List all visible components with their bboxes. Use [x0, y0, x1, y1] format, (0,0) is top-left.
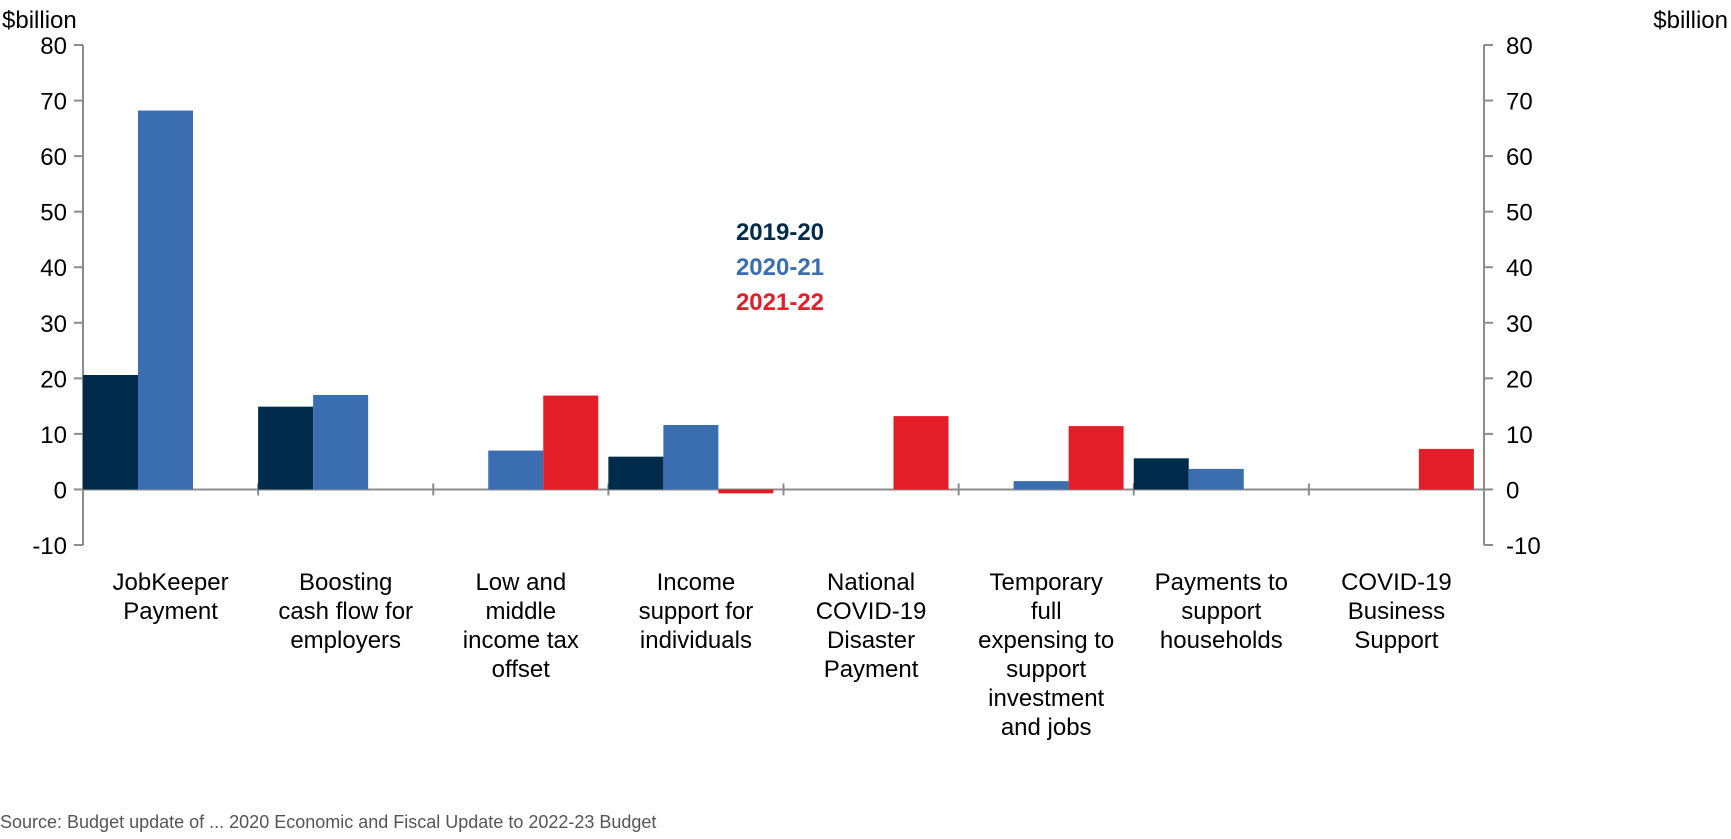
y-tick-label-right: 0 [1506, 477, 1519, 504]
bar [258, 406, 314, 490]
bar [83, 375, 138, 490]
x-tick-label: Temporary full expensing to support investme… [978, 569, 1114, 741]
source-note: Source: Budget update of ... 2020 Econom… [0, 812, 657, 832]
y-tick-label-right: 40 [1506, 255, 1533, 282]
x-axis-labels: JobKeeper Payment Boosting cash flow for emp… [113, 569, 1452, 741]
y-tick-label-right: -10 [1506, 533, 1541, 560]
bar [543, 395, 599, 490]
bars [83, 110, 1474, 494]
bar [1188, 468, 1244, 490]
bar [1418, 448, 1474, 490]
y-tick-label-left: 0 [54, 477, 67, 504]
y-tick-label-left: 30 [40, 311, 67, 338]
bar [663, 425, 719, 490]
y-tick-label-left: 10 [40, 422, 67, 449]
axes: -10 -10 0 0 10 10 20 20 30 30 40 40 50 50 60 60 70 70 80 80 [32, 33, 1540, 560]
y-tick-label-left: 60 [40, 144, 67, 171]
y-tick-label-left: 50 [40, 200, 67, 227]
legend: 2019-20 2020-21 2021-22 [736, 219, 824, 316]
y-tick-label-right: 20 [1506, 366, 1533, 393]
bar [313, 395, 369, 490]
bar [488, 450, 544, 490]
y-tick-label-right: 50 [1506, 200, 1533, 227]
bar [1013, 481, 1069, 490]
legend-entry: 2020-21 [736, 254, 824, 281]
bar [1068, 426, 1124, 490]
y-tick-label-right: 10 [1506, 422, 1533, 449]
bar [608, 456, 664, 490]
legend-entry: 2019-20 [736, 219, 824, 246]
x-tick-label: JobKeeper Payment [113, 569, 229, 625]
bar [138, 110, 193, 490]
y-tick-label-right: 80 [1506, 33, 1533, 60]
y-tick-label-left: 20 [40, 366, 67, 393]
y-tick-label-left: 80 [40, 33, 67, 60]
y-tick-label-right: 70 [1506, 89, 1533, 116]
x-tick-label: Low and middle income tax offset [463, 569, 579, 683]
x-tick-label: Boosting cash flow for employers [278, 569, 413, 654]
legend-entry: 2021-22 [736, 289, 824, 316]
y-unit-label-left: $billion [2, 7, 77, 34]
y-tick-label-left: 70 [40, 89, 67, 116]
x-tick-label: COVID-19 Business Support [1341, 569, 1452, 654]
x-tick-label: National COVID-19 Disaster Payment [816, 569, 927, 683]
y-tick-label-right: 60 [1506, 144, 1533, 171]
x-tick-label: Payments to support households [1155, 569, 1288, 654]
bar [1133, 458, 1189, 490]
bar [893, 416, 949, 490]
bar [718, 489, 774, 494]
y-tick-label-left: -10 [32, 533, 67, 560]
y-unit-label-right: $billion [1653, 7, 1728, 34]
y-tick-label-right: 30 [1506, 311, 1533, 338]
x-tick-label: Income support for individuals [639, 569, 754, 654]
y-tick-label-left: 40 [40, 255, 67, 282]
